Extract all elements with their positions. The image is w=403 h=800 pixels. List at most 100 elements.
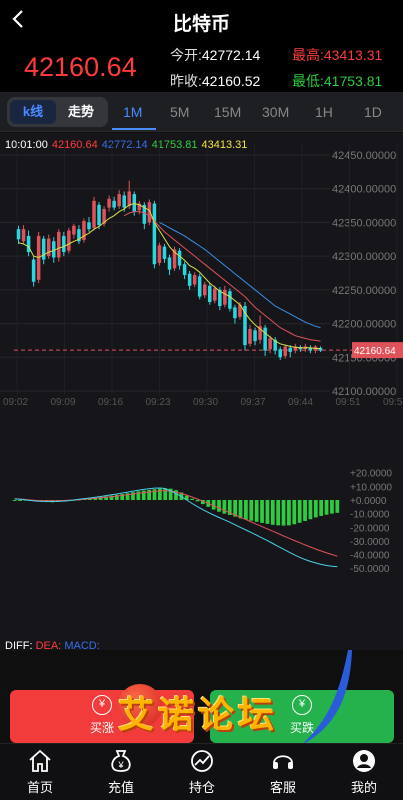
candle-body: [46, 238, 51, 257]
nav-recharge[interactable]: ¥ 充值: [91, 748, 151, 796]
buy-rise-label: 买涨: [89, 721, 114, 735]
macd-histogram-bar: [12, 500, 17, 501]
candle-body: [82, 221, 86, 240]
chart-area[interactable]: 10:01:00 42160.64 42772.14 41753.81 43413.31…: [0, 133, 403, 650]
time-axis-label: 09:16: [98, 397, 123, 408]
candle-body: [218, 289, 222, 307]
macd-histogram-bar: [104, 496, 108, 500]
macd-axis-label: -30.0000: [350, 537, 390, 548]
macd-histogram-bar: [227, 500, 232, 515]
tab-5m[interactable]: 5M: [170, 104, 190, 120]
candle-body: [187, 273, 192, 286]
candle-body: [253, 330, 257, 342]
diff-line: [14, 487, 338, 568]
watermark-swoosh: [300, 650, 352, 746]
yuan-coin-icon: ¥: [92, 695, 112, 715]
candle-body: [273, 339, 277, 351]
nav-positions[interactable]: 持仓: [172, 748, 232, 796]
macd-axis-label: +0.0000: [350, 496, 387, 507]
prev-close-label: 昨收:: [170, 73, 202, 89]
candle-body: [177, 250, 182, 266]
macd-histogram-bar: [335, 500, 340, 513]
macd-histogram-bar: [281, 500, 286, 526]
candle-body: [233, 307, 237, 319]
tab-1h[interactable]: 1H: [315, 104, 333, 120]
current-price-tag: [352, 342, 403, 359]
candle-body: [122, 195, 126, 208]
macd-histogram-bar: [141, 490, 146, 500]
macd-axis-label: -50.0000: [350, 564, 390, 575]
macd-histogram-bar: [190, 498, 195, 500]
tab-15m[interactable]: 15M: [214, 104, 242, 120]
macd-histogram-bar: [152, 489, 157, 500]
nav-recharge-label: 充值: [107, 780, 134, 795]
ma-mid-line: [123, 211, 321, 342]
candle-body: [293, 346, 298, 351]
indicator-legend: DIFF: DEA: MACD:: [5, 640, 100, 652]
high-label: 最高:: [292, 47, 324, 63]
candle-body: [258, 326, 262, 340]
macd-histogram-bar: [109, 495, 114, 500]
price-axis-label: 42300.00000: [332, 251, 396, 263]
candle-body: [41, 238, 46, 260]
candle-body: [137, 203, 142, 211]
time-axis-label: 09:09: [51, 397, 76, 408]
candle-body: [278, 349, 282, 358]
nav-profile[interactable]: 我的: [334, 748, 394, 796]
candle-body: [107, 198, 111, 208]
nav-positions-label: 持仓: [188, 780, 215, 795]
buy-rise-button[interactable]: ¥ 买涨: [10, 690, 194, 743]
macd-histogram-bar: [270, 500, 275, 525]
macd-histogram-bar: [244, 500, 248, 520]
tab-trend[interactable]: 走势: [67, 104, 94, 119]
watermark-text: 艾诺论坛: [118, 694, 279, 735]
candle-body: [127, 191, 131, 207]
candle-body: [62, 235, 66, 253]
candle-body: [248, 328, 252, 344]
candle-body: [117, 194, 121, 207]
legend-value-1: 42160.64: [51, 139, 98, 151]
candle-body: [26, 235, 31, 253]
ma-slow-line: [159, 221, 321, 329]
candle-body: [152, 203, 157, 265]
current-price-tag-label: 42160.64: [354, 346, 396, 357]
time-axis-label: 09:44: [288, 397, 313, 408]
low-stat: 最低:41753.81: [292, 71, 382, 91]
chart-tabs: k线 走势 1M 5M 15M 30M 1H 1D: [0, 92, 403, 132]
macd-axis-label: +10.0000: [350, 482, 392, 493]
buy-fall-button[interactable]: ¥ 买跌: [210, 690, 394, 743]
candle-body: [202, 284, 207, 296]
low-value: 41753.81: [323, 73, 383, 89]
price-axis-label: 42100.00000: [332, 386, 396, 398]
legend-time: 10:01:00: [5, 139, 48, 151]
macd-histogram-bar: [249, 500, 254, 521]
macd-histogram-bar: [125, 493, 130, 500]
candle-body: [21, 229, 26, 242]
price-axis-label: 42400.00000: [332, 184, 396, 196]
candle-body: [263, 327, 267, 351]
chart-mode-switch: k线 走势: [7, 97, 108, 127]
chevron-left-icon[interactable]: [8, 8, 30, 30]
prev-close-value: 42160.52: [201, 73, 261, 89]
macd-histogram-bar: [18, 500, 22, 501]
time-axis-label: 09:58: [383, 397, 403, 408]
macd-axis-label: -40.0000: [350, 551, 390, 562]
candle-body: [197, 276, 202, 297]
chart-legend: 10:01:00 42160.64 42772.14 41753.81 43413.31: [5, 139, 251, 151]
candle-body: [318, 347, 323, 351]
nav-home[interactable]: 首页: [10, 748, 70, 796]
tab-1m[interactable]: 1M: [123, 104, 143, 120]
candle-body: [268, 338, 272, 350]
tab-1d[interactable]: 1D: [364, 104, 382, 120]
macd-histogram-bar: [201, 500, 205, 505]
tab-30m[interactable]: 30M: [262, 104, 290, 120]
macd-histogram-bar: [131, 492, 135, 500]
price-chart[interactable]: 42450.00000 42400.00000 42350.00000 42300.0…: [0, 133, 403, 650]
time-axis-label: 09:51: [336, 397, 361, 408]
macd-histogram-bar: [324, 500, 329, 515]
quote-panel: 42160.64 今开:42772.14 最高:43413.31 昨收:4216…: [0, 40, 403, 92]
tab-kline[interactable]: k线: [10, 100, 56, 124]
candle-body: [283, 346, 288, 356]
nav-service[interactable]: 客服: [253, 748, 313, 796]
macd-histogram-bar: [233, 500, 238, 517]
